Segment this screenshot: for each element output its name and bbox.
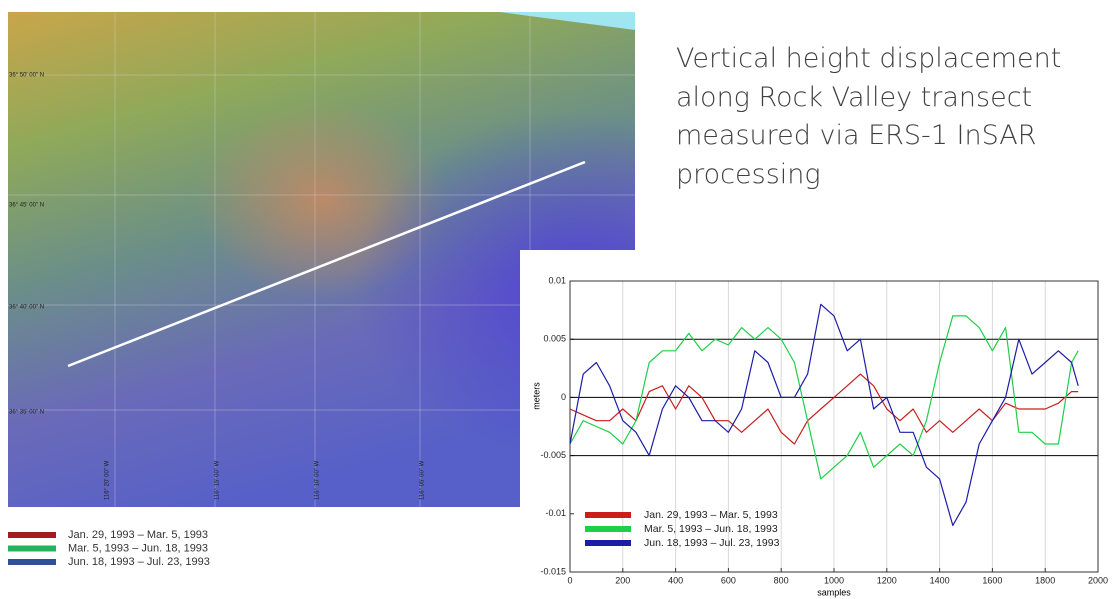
latitude-label: 36° 50' 00" N (9, 73, 44, 79)
legend-label: Jun. 18, 1993 – Jul. 23, 1993 (68, 556, 210, 568)
y-tick-label: 0.01 (548, 275, 566, 285)
x-tick-label: 600 (721, 575, 736, 585)
y-tick-label: 0 (561, 392, 566, 402)
longitude-label: 116° 10' 00" W (315, 460, 321, 500)
longitude-label: 116° 05' 00" W (420, 460, 426, 500)
x-tick-label: 800 (774, 575, 789, 585)
legend-swatch (585, 512, 631, 518)
y-tick-label: -0.005 (540, 450, 566, 460)
legend-label: Mar. 5, 1993 – Jun. 18, 1993 (68, 542, 208, 554)
latitude-label: 36° 40' 00" N (9, 305, 44, 311)
x-tick-label: 400 (668, 575, 683, 585)
legend-swatch (8, 559, 56, 565)
longitude-label: 116° 15' 00" W (215, 460, 221, 500)
y-tick-label: -0.015 (540, 566, 566, 576)
x-tick-label: 200 (615, 575, 630, 585)
title-line: Vertical height displacement (676, 40, 1061, 79)
slide: {"slide": {"title_lines": ["Vertical hei… (0, 0, 1113, 599)
y-tick-label: 0.005 (543, 334, 566, 344)
latitude-label: 36° 35' 00" N (9, 410, 44, 416)
legend-swatch (8, 546, 56, 552)
title-line: measured via ERS-1 InSAR (676, 117, 1061, 156)
title-line: along Rock Valley transect (676, 79, 1061, 118)
legend-swatch (585, 526, 631, 532)
x-tick-label: 1000 (824, 575, 844, 585)
chart: meters samples 0 200 400 600 800 1000 1200 1400… (520, 250, 1113, 599)
title-line: processing (676, 156, 1061, 195)
chart-background (520, 250, 1113, 599)
x-tick-label: 0 (567, 575, 572, 585)
latitude-label: 36° 45' 00" N (9, 203, 44, 209)
legend-label: Mar. 5, 1993 – Jun. 18, 1993 (644, 523, 778, 535)
x-tick-label: 1800 (1035, 575, 1055, 585)
x-axis-label: samples (817, 587, 851, 597)
legend-swatch (8, 532, 56, 538)
legend-label: Jan. 29, 1993 – Mar. 5, 1993 (68, 529, 208, 541)
y-axis-label: meters (531, 382, 541, 410)
x-tick-label: 1600 (982, 575, 1002, 585)
legend-label: Jun. 18, 1993 – Jul. 23, 1993 (644, 537, 780, 549)
x-tick-label: 1400 (930, 575, 950, 585)
x-tick-label: 1200 (877, 575, 897, 585)
legend-label: Jan. 29, 1993 – Mar. 5, 1993 (644, 509, 778, 521)
legend-swatch (585, 540, 631, 546)
y-tick-label: -0.01 (545, 508, 566, 518)
x-tick-label: 2000 (1088, 575, 1108, 585)
longitude-label: 116° 20' 00" W (105, 460, 111, 500)
